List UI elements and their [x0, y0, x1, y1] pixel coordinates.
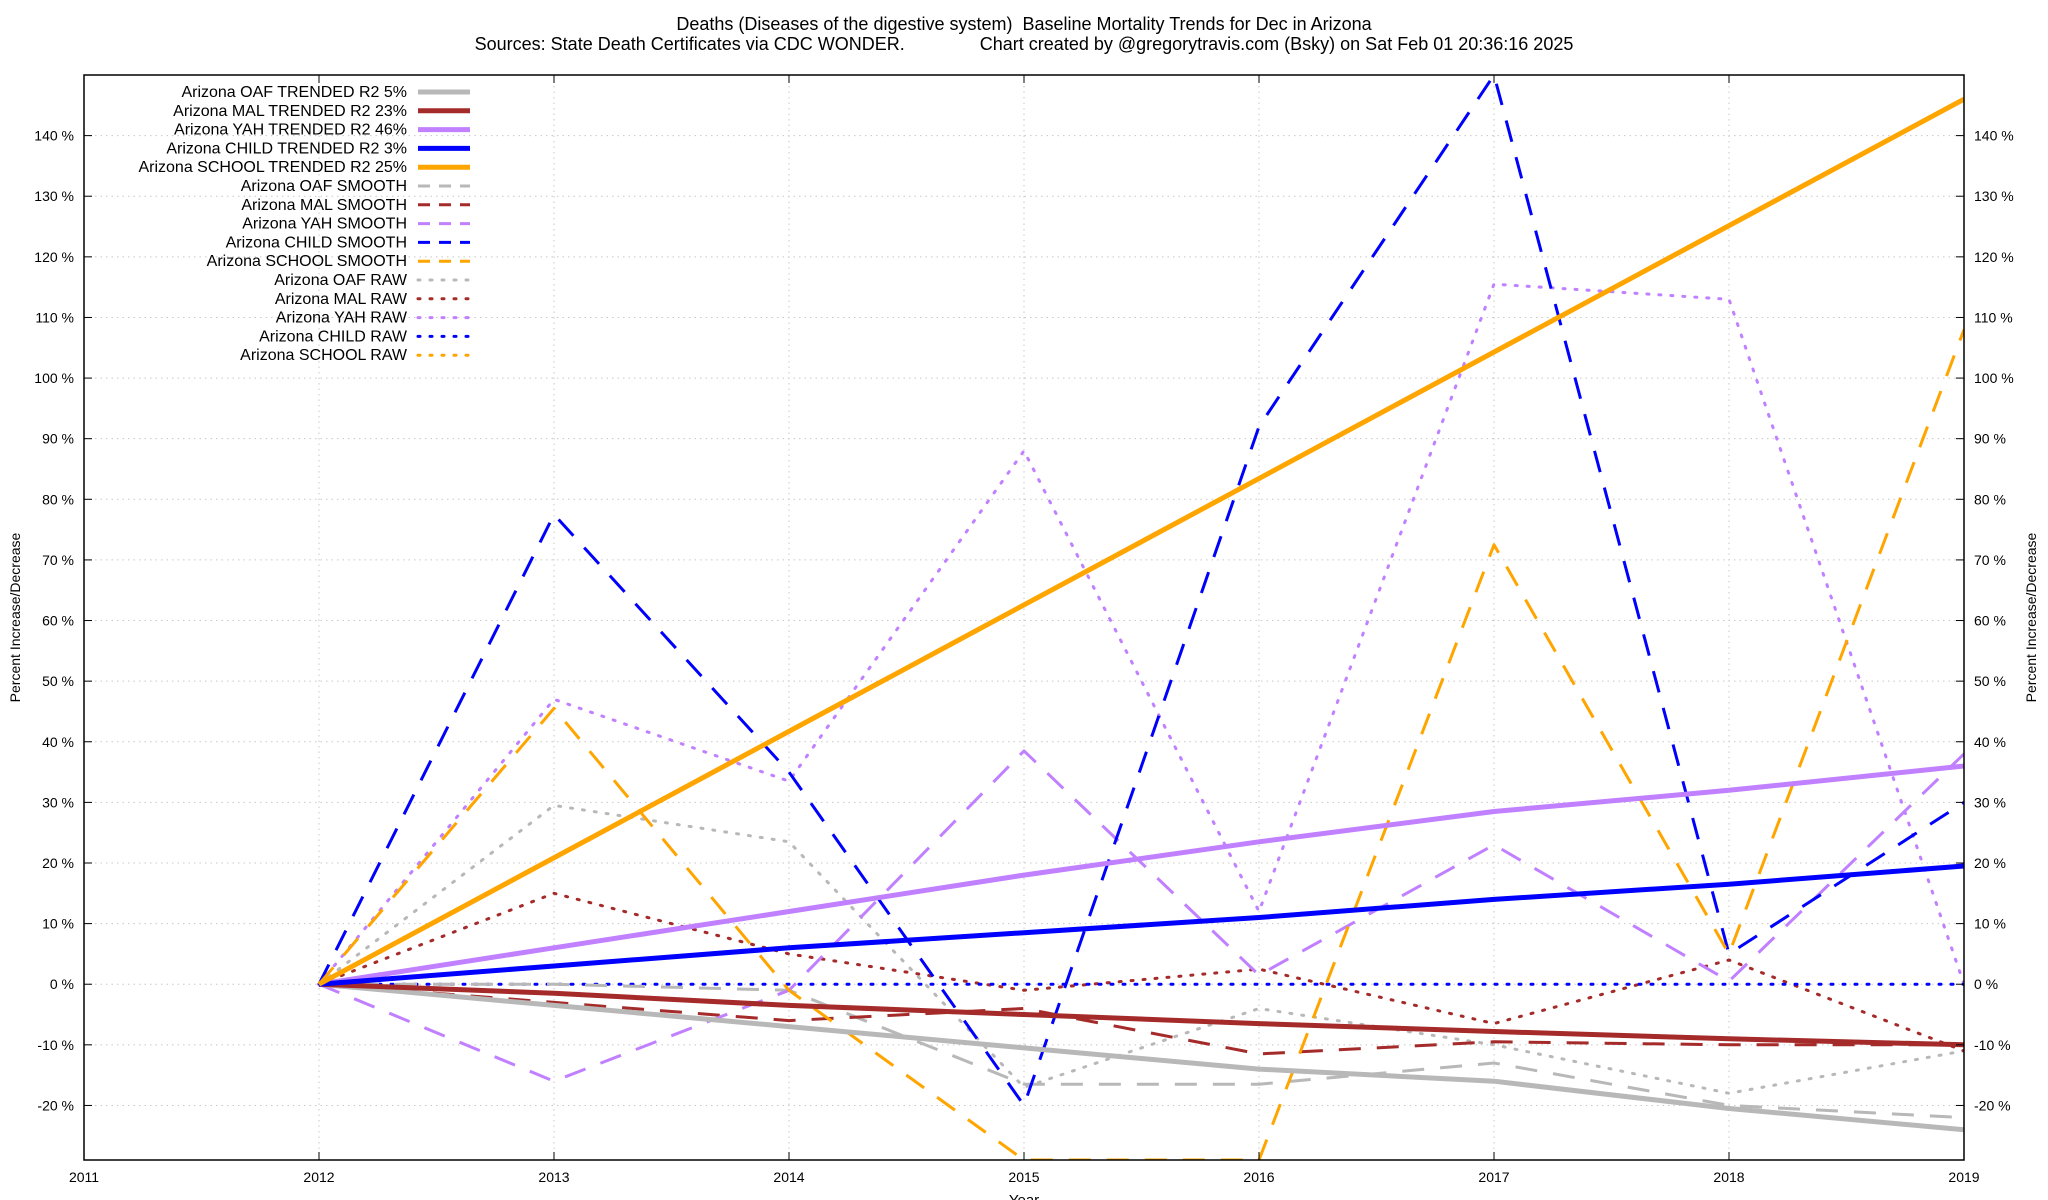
x-tick-label: 2017 — [1478, 1169, 1509, 1185]
y-tick-label-right: 50 % — [1974, 673, 2006, 689]
y-tick-label-right: 130 % — [1974, 188, 2014, 204]
y-tick-label-right: 0 % — [1974, 976, 1998, 992]
y-tick-label: 80 % — [42, 491, 74, 507]
y-axis-label-right: Percent Increase/Decrease — [2023, 532, 2039, 702]
legend-label: Arizona YAH RAW — [276, 310, 408, 327]
legend: Arizona OAF TRENDED R2 5% Arizona MAL TRE… — [138, 84, 472, 364]
y-tick-label-right: 120 % — [1974, 249, 2014, 265]
x-axis-label: Year — [1009, 1192, 1039, 1200]
x-tick-label: 2018 — [1713, 1169, 1744, 1185]
legend-label: Arizona MAL RAW — [275, 291, 408, 308]
y-tick-label: 40 % — [42, 734, 74, 750]
y-tick-label: -10 % — [37, 1037, 74, 1053]
legend-label: Arizona CHILD RAW — [259, 328, 408, 345]
y-tick-label-right: 40 % — [1974, 734, 2006, 750]
series-line — [318, 981, 1964, 1133]
legend-label: Arizona MAL TRENDED R2 23% — [173, 103, 407, 120]
y-tick-label: 130 % — [34, 188, 74, 204]
y-tick-label-right: 70 % — [1974, 552, 2006, 568]
y-tick-label-right: 30 % — [1974, 794, 2006, 810]
x-tick-label: 2016 — [1243, 1169, 1274, 1185]
y-tick-label: 30 % — [42, 794, 74, 810]
series-line — [317, 75, 1964, 1107]
y-tick-label-right: 90 % — [1974, 431, 2006, 447]
x-tick-label: 2019 — [1948, 1169, 1979, 1185]
legend-label: Arizona YAH TRENDED R2 46% — [174, 122, 407, 139]
y-axis-label: Percent Increase/Decrease — [7, 532, 23, 702]
series-line — [319, 982, 1964, 1120]
y-tick-label-right: 100 % — [1974, 370, 2014, 386]
legend-label: Arizona OAF TRENDED R2 5% — [181, 84, 407, 101]
series-line — [317, 96, 1964, 987]
series-line — [317, 891, 1964, 1053]
legend-label: Arizona SCHOOL RAW — [240, 347, 408, 364]
legend-label: Arizona OAF SMOOTH — [241, 178, 407, 195]
y-tick-label: 100 % — [34, 370, 74, 386]
series-line — [317, 803, 1964, 1095]
legend-label: Arizona MAL SMOOTH — [241, 197, 407, 214]
legend-label: Arizona SCHOOL TRENDED R2 25% — [138, 159, 407, 176]
y-tick-label-right: 110 % — [1974, 309, 2013, 325]
y-tick-label: 20 % — [42, 855, 74, 871]
series-line — [317, 282, 1964, 986]
y-tick-label-right: -10 % — [1974, 1037, 2011, 1053]
y-tick-label: 50 % — [42, 673, 74, 689]
axes: 2011 2012 2013 2014 2015 2016 2017 2018 2019 -20 … — [34, 75, 2014, 1185]
x-tick-label: 2011 — [69, 1169, 99, 1185]
series-lines — [317, 75, 1964, 1160]
x-tick-label: 2012 — [303, 1169, 334, 1185]
legend-label: Arizona OAF RAW — [274, 272, 408, 289]
legend-label: Arizona SCHOOL SMOOTH — [207, 253, 407, 270]
y-tick-label-right: 10 % — [1974, 916, 2006, 932]
x-tick-label: 2014 — [773, 1169, 804, 1185]
y-tick-label-right: 80 % — [1974, 491, 2006, 507]
chart-title: Deaths (Diseases of the digestive system… — [676, 14, 1372, 34]
y-tick-label: 90 % — [42, 431, 74, 447]
legend-label: Arizona YAH SMOOTH — [242, 216, 407, 233]
series-line — [318, 863, 1964, 987]
x-tick-label: 2015 — [1008, 1169, 1039, 1185]
y-tick-label-right: 140 % — [1974, 128, 2014, 144]
x-tick-label: 2013 — [538, 1169, 569, 1185]
y-tick-label: 60 % — [42, 613, 74, 629]
y-tick-label: 140 % — [34, 128, 74, 144]
y-tick-label: -20 % — [37, 1097, 74, 1113]
y-tick-label: 120 % — [34, 249, 74, 265]
series-line — [318, 982, 1964, 1056]
y-tick-label-right: 20 % — [1974, 855, 2006, 871]
y-tick-label-right: 60 % — [1974, 613, 2006, 629]
y-tick-label-right: -20 % — [1974, 1097, 2011, 1113]
series-line — [318, 749, 1964, 1083]
series-line — [318, 981, 1964, 1048]
y-tick-label: 70 % — [42, 552, 74, 568]
legend-label: Arizona CHILD SMOOTH — [226, 234, 407, 251]
series-line — [317, 329, 1964, 1160]
chart-subtitle: Sources: State Death Certificates via CD… — [474, 34, 1574, 54]
y-tick-label: 10 % — [42, 916, 74, 932]
y-tick-label: 0 % — [50, 976, 74, 992]
series-line — [318, 763, 1964, 987]
y-tick-label: 110 % — [35, 309, 74, 325]
legend-label: Arizona CHILD TRENDED R2 3% — [166, 140, 407, 157]
